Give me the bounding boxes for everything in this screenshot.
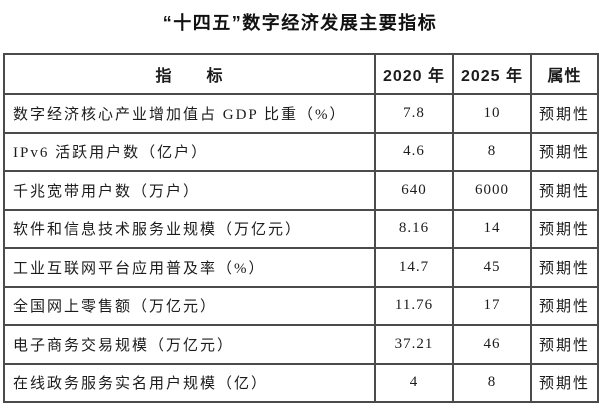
indicator-cell: 软件和信息技术服务业规模（万亿元） xyxy=(3,208,376,249)
table-row: 千兆宽带用户数（万户） 640 6000 预期性 xyxy=(3,170,599,211)
value-2025-cell: 8 xyxy=(452,362,532,403)
indicator-cell: 全国网上零售额（万亿元） xyxy=(3,285,376,326)
attribute-cell: 预期性 xyxy=(530,362,599,403)
value-2025-cell: 8 xyxy=(452,131,532,172)
indicator-cell: 千兆宽带用户数（万户） xyxy=(3,170,376,211)
indicators-table: 指 标 2020 年 2025 年 属性 数字经济核心产业增加值占 GDP 比重… xyxy=(3,53,599,403)
value-2020-cell: 4.6 xyxy=(374,131,454,172)
page-title: “十四五”数字经济发展主要指标 xyxy=(162,13,438,33)
indicator-cell: IPv6 活跃用户数（亿户） xyxy=(3,131,376,172)
table-row: 全国网上零售额（万亿元） 11.76 17 预期性 xyxy=(3,285,599,326)
attribute-cell: 预期性 xyxy=(530,247,599,288)
value-2020-cell: 4 xyxy=(374,362,454,403)
value-2025-cell: 6000 xyxy=(452,170,532,211)
table-row: IPv6 活跃用户数（亿户） 4.6 8 预期性 xyxy=(3,131,599,172)
table-row: 在线政务服务实名用户规模（亿） 4 8 预期性 xyxy=(3,362,599,403)
value-2020-cell: 11.76 xyxy=(374,285,454,326)
table-row: 软件和信息技术服务业规模（万亿元） 8.16 14 预期性 xyxy=(3,208,599,249)
value-2025-cell: 10 xyxy=(452,93,532,134)
value-2020-cell: 8.16 xyxy=(374,208,454,249)
table-row: 工业互联网平台应用普及率（%） 14.7 45 预期性 xyxy=(3,247,599,288)
header-indicator: 指 标 xyxy=(3,53,376,95)
attribute-cell: 预期性 xyxy=(530,324,599,365)
indicator-cell: 在线政务服务实名用户规模（亿） xyxy=(3,362,376,403)
header-row: 指 标 2020 年 2025 年 属性 xyxy=(3,53,599,95)
value-2020-cell: 7.8 xyxy=(374,93,454,134)
header-2020: 2020 年 xyxy=(374,53,454,95)
value-2025-cell: 46 xyxy=(452,324,532,365)
value-2020-cell: 14.7 xyxy=(374,247,454,288)
indicator-cell: 电子商务交易规模（万亿元） xyxy=(3,324,376,365)
table-header: 指 标 2020 年 2025 年 属性 xyxy=(3,53,599,95)
attribute-cell: 预期性 xyxy=(530,131,599,172)
value-2020-cell: 640 xyxy=(374,170,454,211)
header-2025: 2025 年 xyxy=(452,53,532,95)
attribute-cell: 预期性 xyxy=(530,285,599,326)
value-2020-cell: 37.21 xyxy=(374,324,454,365)
table-row: 数字经济核心产业增加值占 GDP 比重（%） 7.8 10 预期性 xyxy=(3,93,599,134)
value-2025-cell: 14 xyxy=(452,208,532,249)
attribute-cell: 预期性 xyxy=(530,93,599,134)
indicator-cell: 数字经济核心产业增加值占 GDP 比重（%） xyxy=(3,93,376,134)
value-2025-cell: 45 xyxy=(452,247,532,288)
table-row: 电子商务交易规模（万亿元） 37.21 46 预期性 xyxy=(3,324,599,365)
attribute-cell: 预期性 xyxy=(530,170,599,211)
header-attribute: 属性 xyxy=(530,53,599,95)
indicator-cell: 工业互联网平台应用普及率（%） xyxy=(3,247,376,288)
attribute-cell: 预期性 xyxy=(530,208,599,249)
table-body: 数字经济核心产业增加值占 GDP 比重（%） 7.8 10 预期性 IPv6 活… xyxy=(3,93,599,403)
value-2025-cell: 17 xyxy=(452,285,532,326)
